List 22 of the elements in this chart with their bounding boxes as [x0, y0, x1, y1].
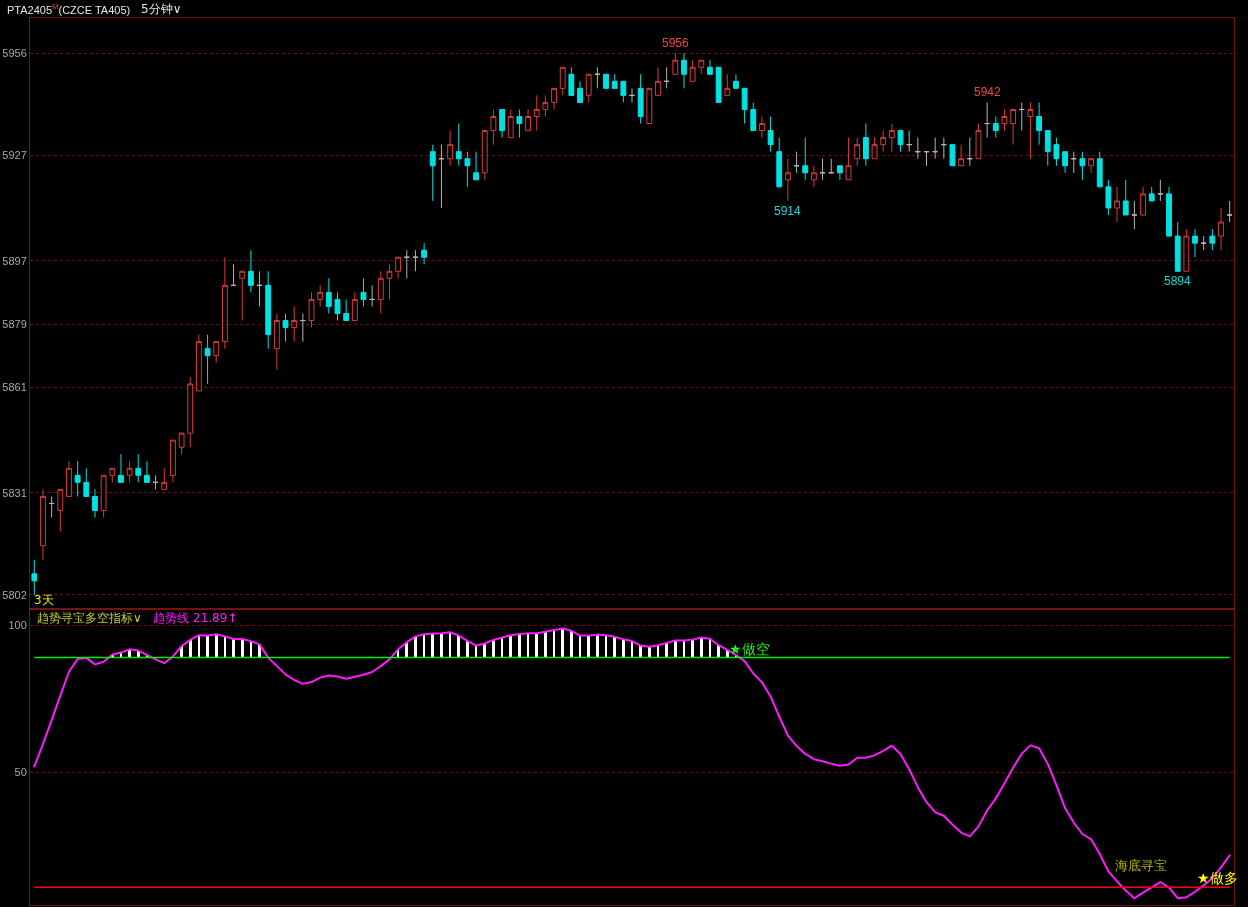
annotation: ★做空	[729, 641, 770, 657]
annotation: 5956	[662, 36, 690, 50]
y-tick-label: 5831	[2, 486, 27, 499]
y-tick-label: 100	[8, 619, 27, 632]
annotation: 21.89↑	[193, 611, 238, 625]
annotation: ★做多	[1197, 870, 1238, 886]
series-label: 趋势线	[153, 611, 189, 625]
annotation: 5894	[1164, 274, 1192, 288]
y-tick-label: 50	[14, 766, 27, 779]
chart-subtitle: 5分钟∨	[141, 2, 182, 16]
chart-title: PTA2405$^{M}$(CZCE TA405)	[7, 2, 131, 16]
annotation: 3天	[34, 593, 54, 607]
annotation: 海底寻宝	[1115, 858, 1167, 873]
y-tick-label: 5879	[2, 317, 27, 330]
y-tick-label: 5897	[2, 254, 27, 267]
y-tick-label: 5802	[2, 588, 27, 601]
annotation: 5942	[974, 85, 1002, 99]
y-tick-label: 5861	[2, 381, 27, 394]
annotation: 5914	[774, 204, 802, 218]
y-tick-label: 5956	[2, 47, 27, 60]
chart-title: 趋势寻宝多空指标∨	[37, 611, 142, 625]
y-tick-label: 5927	[2, 149, 27, 162]
